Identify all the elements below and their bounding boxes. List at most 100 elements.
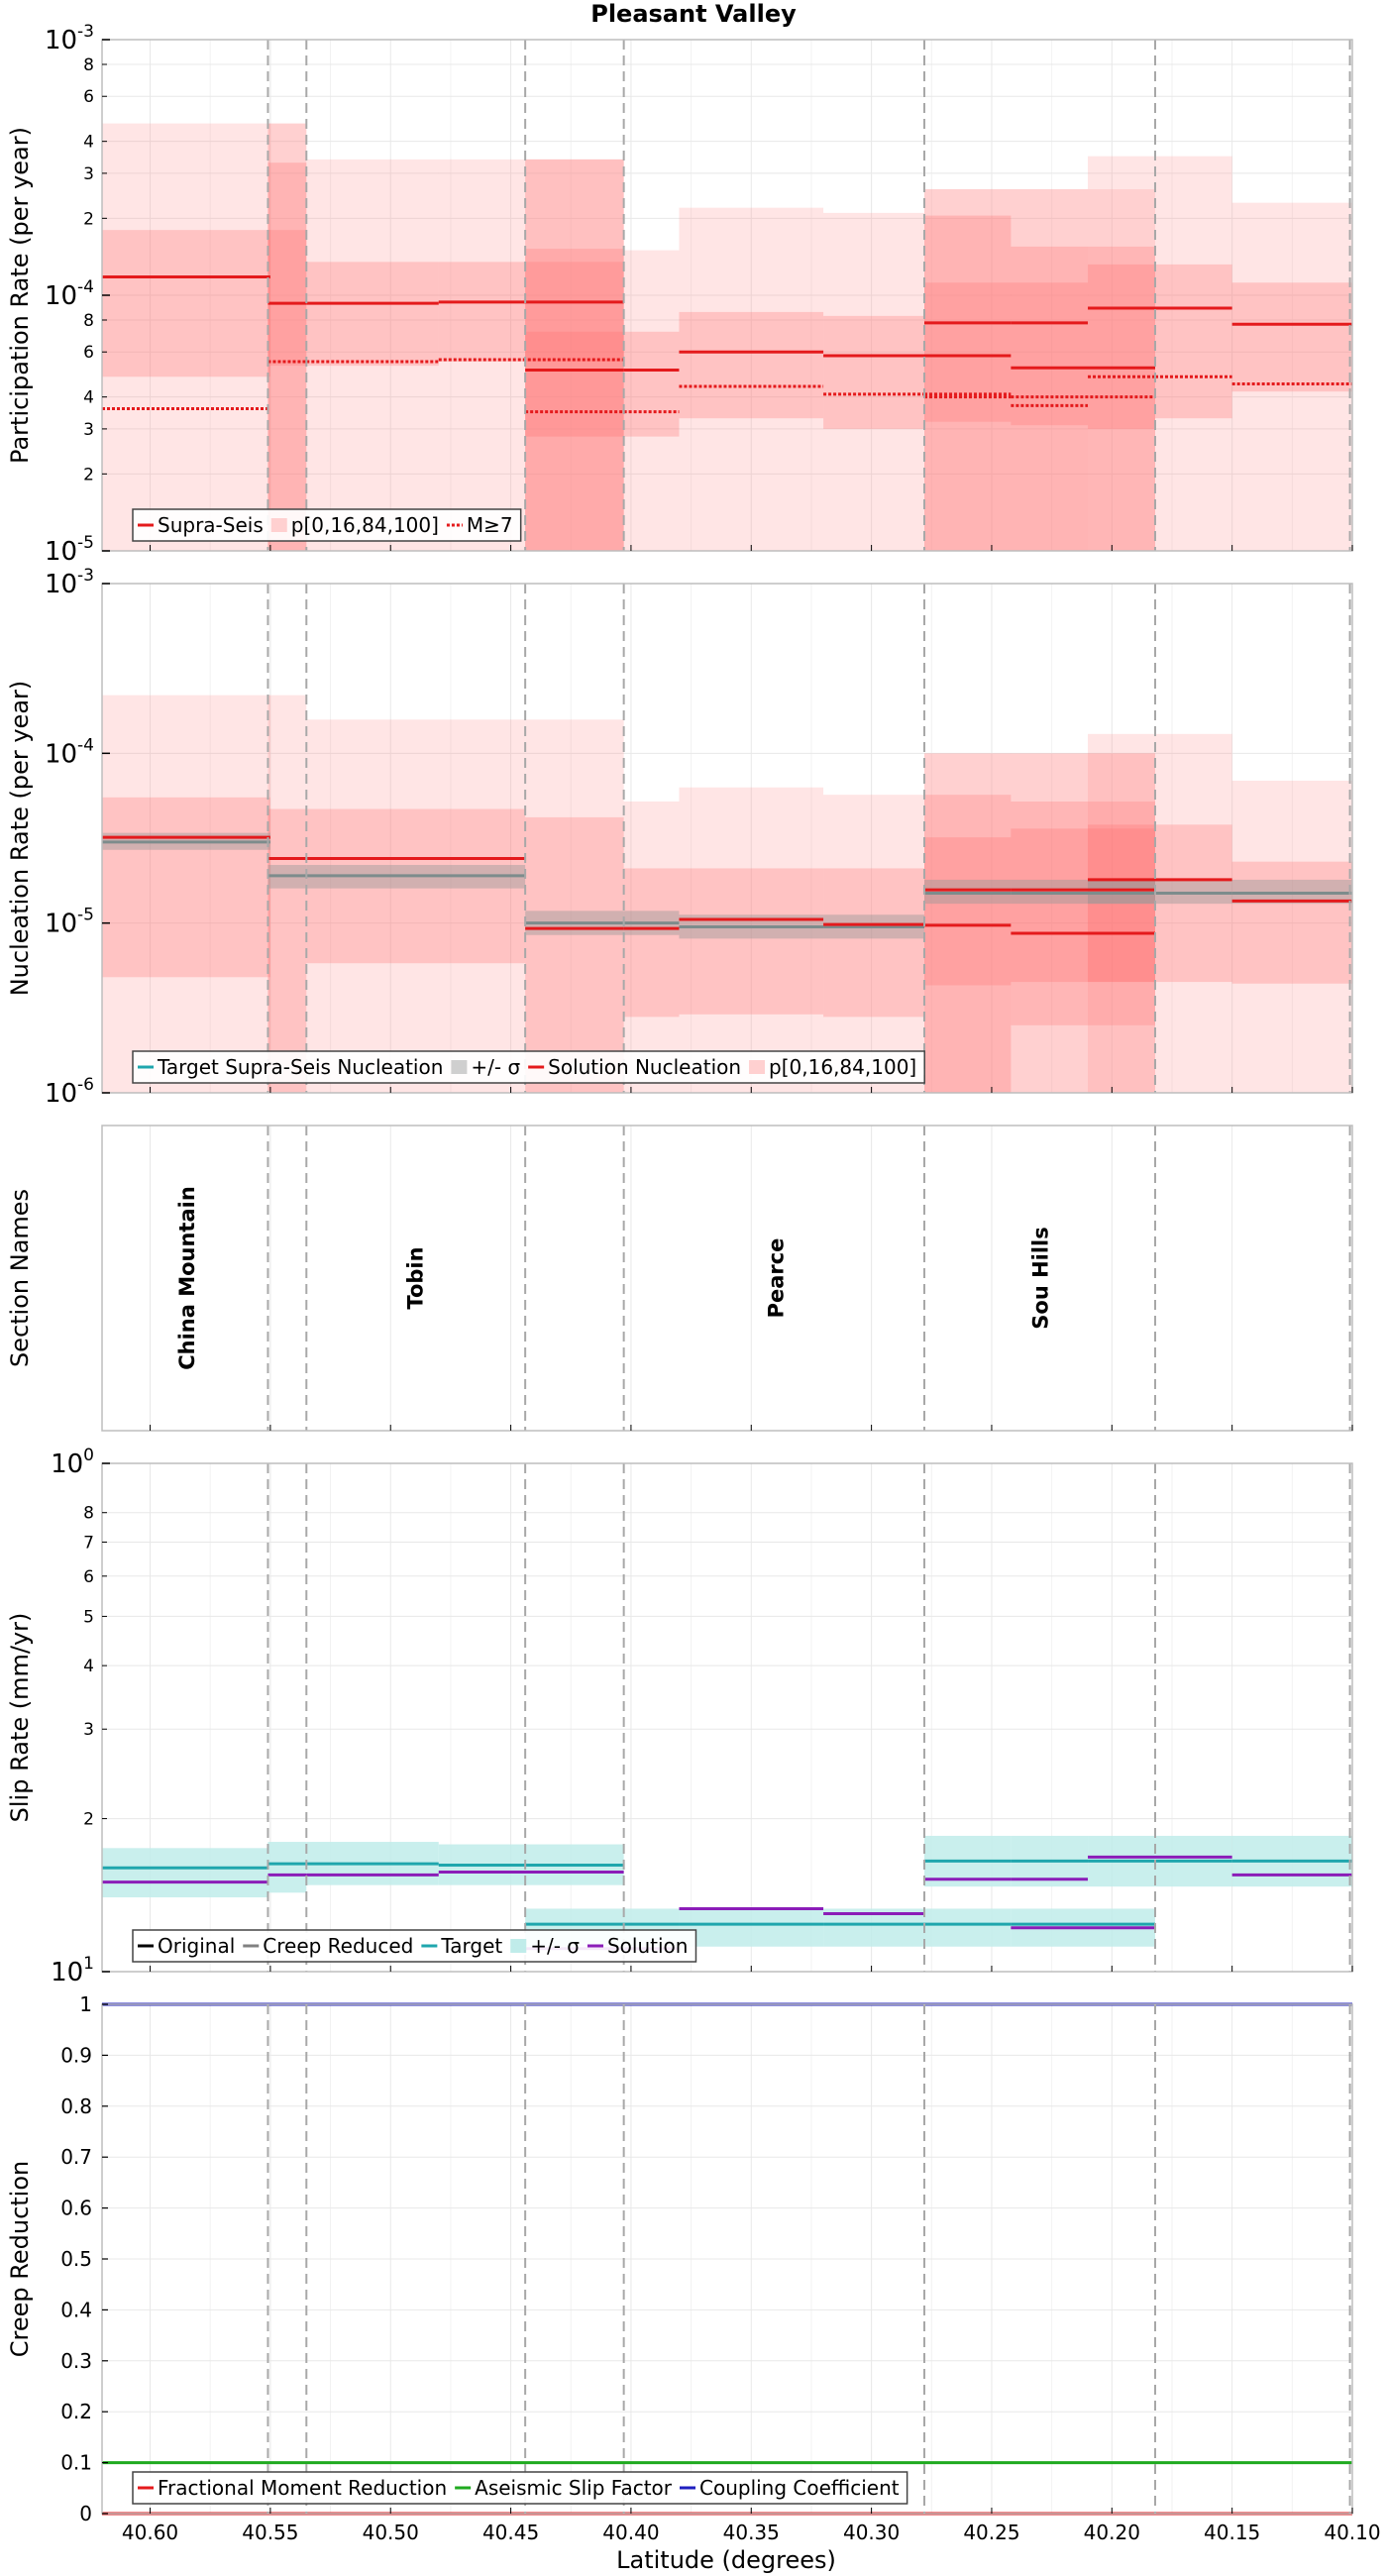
percentile-band — [1011, 801, 1155, 1025]
y-tick-label: 0.3 — [60, 2349, 92, 2373]
y-minor-tick-label: 5 — [83, 1607, 94, 1627]
percentile-band — [267, 230, 307, 367]
y-tick-exponent: -4 — [77, 277, 94, 297]
y-tick-label: 101 — [51, 1954, 94, 1987]
y-tick-label: 0.1 — [60, 2451, 92, 2475]
y-tick-label: 0.5 — [60, 2247, 92, 2271]
y-tick-exponent: 0 — [83, 1446, 94, 1465]
legend-participation: Supra-Seis p[0,16,84,100] M≥7 — [132, 508, 522, 542]
y-axis-label: Participation Rate (per year) — [6, 127, 34, 464]
percentile-band — [1011, 282, 1089, 426]
y-minor-tick-label: 4 — [83, 388, 94, 408]
legend-label: Creep Reduced — [263, 1934, 413, 1958]
range-band — [623, 250, 680, 551]
range-band — [823, 795, 925, 1093]
x-tick-label: 40.10 — [1324, 2521, 1380, 2544]
y-tick-label: 1 — [79, 1992, 92, 2016]
y-tick-label: 0.6 — [60, 2197, 92, 2220]
range-band — [267, 123, 307, 551]
y-tick-label: 10-6 — [45, 1075, 94, 1109]
range-band — [623, 801, 680, 1093]
section-name-label: Tobin — [404, 1246, 428, 1309]
y-tick-base: 10 — [45, 739, 77, 769]
legend-swatch-box — [270, 518, 287, 532]
legend-label: +/- σ — [471, 1055, 520, 1079]
legend-label: M≥7 — [467, 513, 513, 537]
range-band — [679, 207, 824, 551]
range-band — [525, 159, 624, 552]
percentile-band — [306, 808, 526, 964]
legend-label: +/- σ — [530, 1934, 580, 1958]
panels: Participation Rate (per year)10-510-410-… — [6, 22, 1381, 2544]
panel-creep: Creep Reduction 0 0.1 0.2 0.3 0.4 0.5 0.6 0.7 0.8… — [6, 1992, 1353, 2525]
x-tick-label: 40.20 — [1084, 2521, 1140, 2544]
legend-label: Target — [440, 1934, 502, 1958]
lines-nucleation — [102, 835, 1352, 935]
y-tick-label: 10-3 — [45, 566, 94, 599]
x-tick-label: 40.60 — [122, 2521, 178, 2544]
legend-swatch-box — [451, 1060, 468, 1074]
x-tick-label: 40.45 — [482, 2521, 539, 2544]
legend-label: Coupling Coefficient — [699, 2476, 900, 2500]
y-tick-label: 0.8 — [60, 2094, 92, 2118]
y-minor-tick-label: 3 — [83, 164, 94, 184]
sigma-band — [679, 1908, 824, 1947]
y-minor-tick-label: 2 — [83, 209, 94, 229]
x-tick-label: 40.50 — [363, 2521, 419, 2544]
y-axis-label: Slip Rate (mm/yr) — [6, 1613, 34, 1823]
range-band — [679, 787, 824, 1093]
y-tick-exponent: -3 — [77, 566, 94, 586]
plot-frame — [101, 1462, 1353, 1973]
range-band — [525, 719, 624, 1093]
legend-label: Aseismic Slip Factor — [475, 2476, 673, 2500]
y-minor-tick-label: 8 — [83, 311, 94, 331]
range-band — [1231, 780, 1352, 1093]
y-tick-label: 10-5 — [45, 906, 94, 939]
legend-box — [132, 508, 522, 542]
y-tick-exponent: -3 — [77, 22, 94, 42]
y-tick-base: 10 — [45, 570, 77, 599]
range-band — [924, 188, 1012, 551]
y-tick-exponent: -6 — [77, 1075, 94, 1095]
y-tick-exponent: 1 — [83, 1954, 94, 1974]
sigma-band — [924, 1908, 1012, 1947]
range-band — [267, 695, 307, 1093]
x-axis-label: Latitude (degrees) — [616, 2546, 836, 2574]
legend-label: Solution — [607, 1934, 688, 1958]
bands-nucleation — [102, 695, 1352, 1093]
plot-frame — [101, 583, 1353, 1094]
range-band — [1088, 733, 1232, 1093]
lines-participation — [102, 274, 1352, 414]
legend-swatch-box — [510, 1939, 527, 1953]
range-band — [1011, 753, 1155, 1093]
sigma-band — [267, 1842, 307, 1893]
range-band — [924, 188, 1012, 551]
y-tick-base: 10 — [45, 281, 77, 311]
panel-participation: Participation Rate (per year)10-510-410-… — [6, 22, 1353, 567]
y-minor-tick-label: 3 — [83, 420, 94, 440]
percentile-band — [306, 262, 439, 367]
y-axis-label: Creep Reduction — [6, 2161, 34, 2357]
y-minor-tick-label: 2 — [83, 1810, 94, 1830]
percentile-band — [267, 162, 307, 552]
y-axis-label: Section Names — [6, 1189, 34, 1367]
percentile-band — [1088, 264, 1155, 429]
legend-slip: Original Creep Reduced Target +/- σ Solution — [132, 1929, 697, 1963]
x-tick-label: 40.30 — [843, 2521, 900, 2544]
y-minor-tick-label: 8 — [83, 55, 94, 75]
y-tick-label: 0.2 — [60, 2400, 92, 2423]
panel-sections: China Mountain Tobin Pearce Sou Hills Sectio… — [6, 1125, 1353, 1432]
lines-slip — [102, 1855, 1352, 1951]
range-band — [1011, 753, 1155, 1093]
panel-nucleation: Nucleation Rate (per year)10-610-510-410… — [6, 566, 1353, 1109]
percentile-band — [102, 797, 270, 978]
range-band — [823, 212, 925, 551]
legend-label: Target Supra-Seis Nucleation — [157, 1055, 443, 1079]
range-band — [1154, 156, 1232, 552]
x-tick-label: 40.55 — [242, 2521, 298, 2544]
y-axis-label: Nucleation Rate (per year) — [6, 681, 34, 997]
y-tick-exponent: -5 — [77, 906, 94, 925]
range-band — [306, 159, 439, 552]
